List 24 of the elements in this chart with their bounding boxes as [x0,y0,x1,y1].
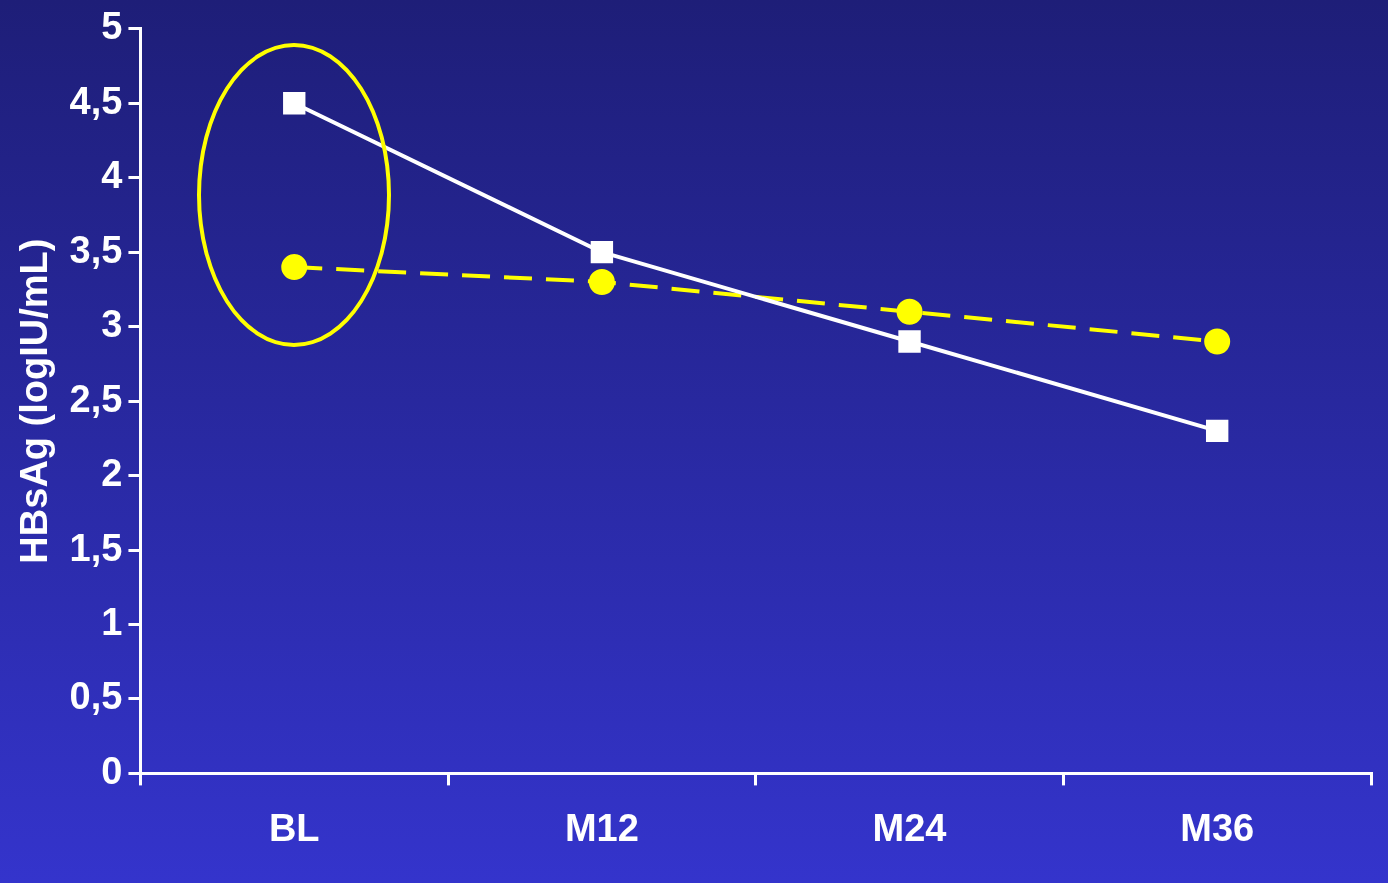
point [898,330,921,353]
y-tick-label: 5 [101,5,123,48]
y-tick-label: 1 [101,600,123,643]
y-axis-title: HBsAg (logIU/mL) [13,238,56,564]
x-tick-label: BL [268,806,320,849]
y-tick-label: 3,5 [69,228,123,271]
x-tick-label: M36 [1180,806,1255,849]
x-tick-label: M24 [872,806,947,849]
y-tick-label: 0,5 [69,675,123,718]
y-tick-label: 4,5 [69,79,123,122]
y-tick-label: 2 [101,452,123,495]
point [281,254,308,281]
point [1205,419,1229,443]
y-tick-label: 1,5 [69,526,123,569]
point [590,240,614,264]
point [588,268,615,295]
point [896,298,923,325]
x-tick-label: M12 [564,806,639,849]
y-tick-label: 4 [101,154,123,197]
point [283,92,306,115]
y-tick-label: 0 [101,749,123,792]
y-tick-label: 3 [101,303,123,346]
y-tick-label: 2,5 [69,377,123,420]
point [1204,328,1231,355]
